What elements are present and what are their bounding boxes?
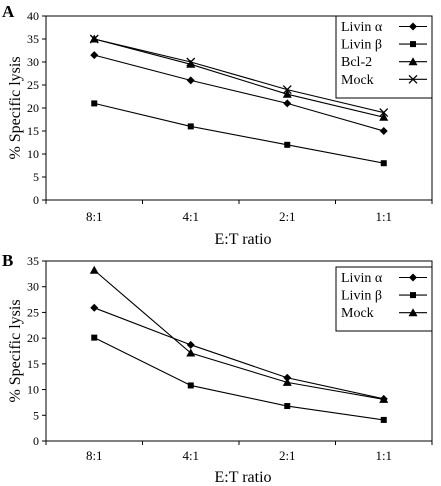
data-point-diamond — [283, 99, 292, 108]
series-line-x — [94, 38, 384, 114]
y-tick-label: 5 — [33, 408, 39, 422]
series-line-diamond — [94, 307, 384, 400]
data-point-square — [91, 334, 98, 341]
legend-label: Mock — [341, 73, 374, 88]
data-point-triangle — [89, 265, 99, 274]
y-tick-label: 10 — [27, 147, 39, 161]
data-point-square — [284, 403, 291, 410]
y-tick-label: 0 — [33, 434, 39, 448]
data-point-x — [282, 85, 292, 95]
data-point-square — [187, 382, 194, 389]
data-point-square — [380, 416, 387, 423]
y-tick-label: 30 — [27, 55, 39, 69]
legend-marker-triangle — [408, 57, 418, 66]
data-point-diamond — [90, 303, 99, 312]
y-tick-label: 35 — [27, 254, 39, 268]
data-point-triangle — [282, 89, 292, 98]
data-point-x — [89, 34, 99, 44]
legend-box — [335, 15, 433, 99]
y-tick-label: 40 — [27, 9, 39, 23]
x-tick-label: 1:1 — [375, 209, 392, 224]
data-point-triangle — [282, 377, 292, 386]
y-tick-label: 25 — [27, 305, 39, 319]
series-line-triangle — [93, 269, 384, 400]
data-point-triangle — [379, 394, 389, 403]
y-tick-label: 10 — [27, 383, 39, 397]
data-point-diamond — [379, 127, 388, 135]
x-tick-label: 4:1 — [182, 209, 199, 224]
legend-marker-square — [410, 292, 416, 299]
x-tick-label: 2:1 — [279, 209, 296, 224]
data-point-diamond — [90, 51, 99, 60]
data-point-square — [284, 141, 291, 148]
data-point-diamond — [186, 340, 195, 349]
y-tick-label: 20 — [27, 331, 39, 345]
data-point-square — [187, 123, 194, 130]
x-tick-label: 8:1 — [86, 448, 103, 463]
legend-marker-diamond — [409, 22, 417, 31]
data-point-x — [186, 57, 196, 67]
data-point-triangle — [379, 112, 389, 121]
series-line-square — [94, 102, 384, 164]
y-tick-label: 15 — [27, 124, 39, 138]
legend-marker-x — [408, 74, 418, 84]
y-tick-label: 5 — [33, 170, 39, 184]
y-tick-label: 30 — [27, 280, 39, 294]
y-tick-label: 15 — [27, 357, 39, 371]
legend-marker-triangle — [408, 308, 418, 317]
data-point-triangle — [186, 348, 196, 357]
data-point-square — [380, 160, 387, 167]
legend-label: Mock — [341, 306, 374, 321]
legend-label: Livin β — [341, 38, 382, 53]
x-tick-label: 1:1 — [375, 448, 392, 463]
data-point-square — [91, 100, 98, 107]
x-tick-label: 4:1 — [182, 448, 199, 463]
x-tick-label: 2:1 — [279, 448, 296, 463]
panel-letter-b: B — [2, 251, 13, 270]
chart-b: 0 5 10 15 20 25 30 35 8:1 4:1 2:1 1:1 E:T ratio % Spe… — [7, 254, 433, 486]
x-tick-label: 8:1 — [86, 209, 103, 224]
y-axis-title: % Specific lysis — [7, 299, 24, 402]
chart-a: 0 5 10 15 20 25 30 35 40 8:1 4:1 2:1 1:1 E:T ratio % S… — [7, 9, 433, 248]
series-line-triangle — [94, 38, 384, 118]
legend-marker-square — [410, 41, 416, 48]
legend-label: Livin β — [341, 289, 382, 304]
y-tick-label: 0 — [33, 193, 39, 207]
data-point-diamond — [283, 373, 292, 382]
series-line-diamond — [94, 54, 384, 132]
legend-label: Livin α — [341, 20, 383, 35]
legend-label: Bcl-2 — [341, 55, 372, 70]
y-axis-title: % Specific lysis — [7, 56, 24, 159]
x-axis-title: E:T ratio — [214, 231, 271, 248]
panel-letter-a: A — [2, 2, 15, 21]
data-point-diamond — [186, 76, 195, 85]
x-axis-title: E:T ratio — [214, 469, 271, 486]
data-point-triangle — [186, 59, 196, 68]
legend-marker-diamond — [409, 273, 417, 282]
y-tick-label: 25 — [27, 78, 39, 92]
legend-label: Livin α — [341, 271, 383, 286]
y-tick-label: 20 — [27, 101, 39, 115]
y-tick-label: 35 — [27, 32, 39, 46]
data-point-x — [379, 108, 389, 118]
series-line-square — [94, 337, 384, 421]
